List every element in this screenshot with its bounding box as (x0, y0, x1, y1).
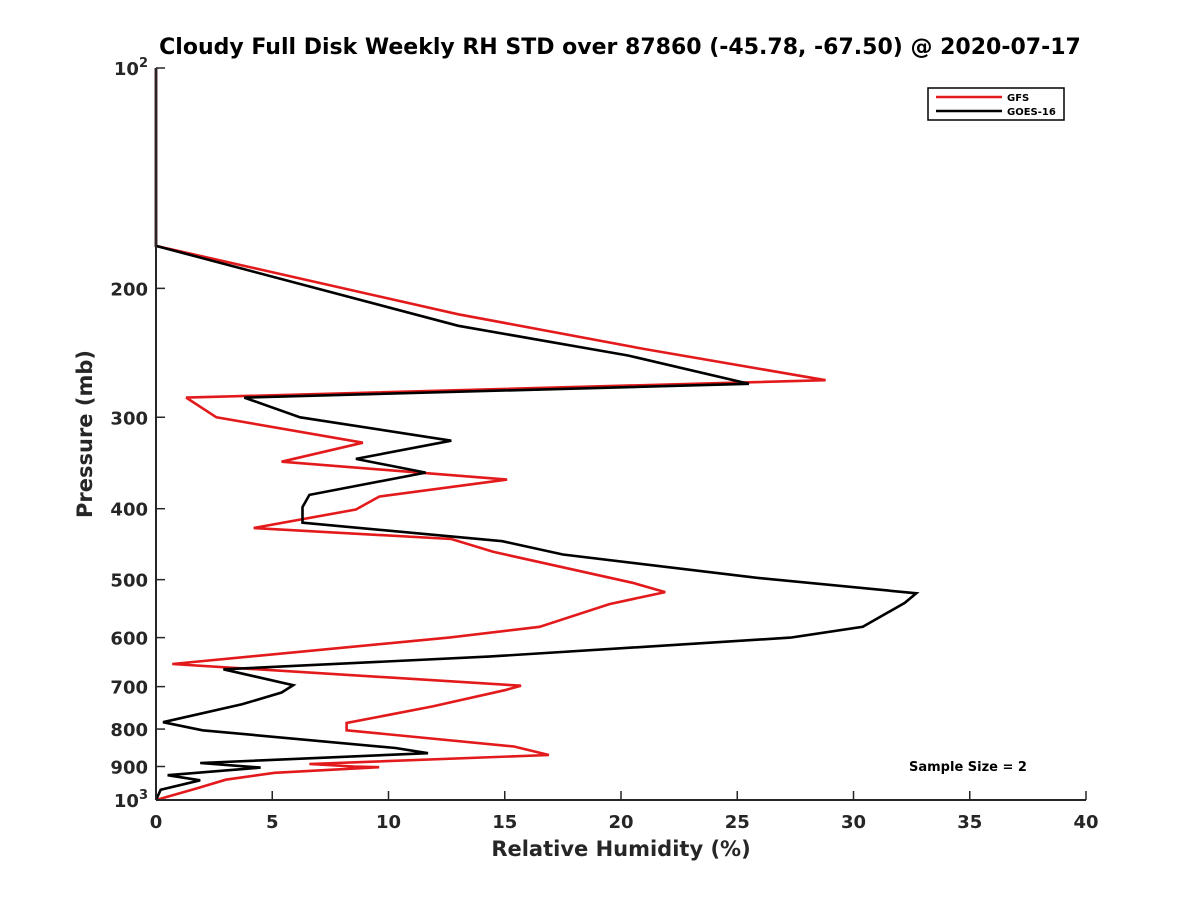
x-tick-label: 15 (492, 812, 517, 833)
x-tick-label: 0 (150, 812, 163, 833)
legend-box (927, 87, 1065, 121)
series-line-gfs (154, 68, 826, 802)
y-tick-label: 600 (110, 629, 148, 650)
y-tick-label: 103 (114, 788, 148, 812)
y-tick-label: 102 (114, 56, 148, 80)
y-tick-label: 700 (110, 678, 148, 699)
y-ticks: 102 200 300 400 500 600 700 800 900 103 (110, 56, 165, 812)
y-tick-label: 200 (110, 279, 148, 300)
y-tick-label: 900 (110, 758, 148, 779)
x-axis-label: Relative Humidity (%) (491, 837, 750, 861)
y-axis-label: Pressure (mb) (73, 350, 97, 518)
x-tick-label: 10 (376, 812, 401, 833)
series-line-goes-16 (154, 68, 920, 801)
x-tick-label: 30 (841, 812, 866, 833)
chart-title: Cloudy Full Disk Weekly RH STD over 8786… (159, 35, 1081, 60)
legend: GFS GOES-16 (927, 87, 1065, 121)
y-tick-label: 400 (110, 500, 148, 521)
x-tick-label: 20 (608, 812, 633, 833)
legend-label-gfs: GFS (1007, 93, 1029, 104)
y-tick-label: 300 (110, 408, 148, 429)
y-tick-label: 800 (110, 720, 148, 741)
y-tick-label: 500 (110, 571, 148, 592)
x-ticks: 0 5 10 15 20 25 30 35 40 (150, 791, 1099, 833)
x-tick-label: 35 (957, 812, 982, 833)
x-tick-label: 25 (725, 812, 750, 833)
series-layer (154, 68, 920, 802)
legend-label-goes-16: GOES-16 (1007, 107, 1056, 118)
sample-size-annotation: Sample Size = 2 (909, 760, 1027, 775)
x-tick-label: 40 (1073, 812, 1098, 833)
x-tick-label: 5 (266, 812, 279, 833)
